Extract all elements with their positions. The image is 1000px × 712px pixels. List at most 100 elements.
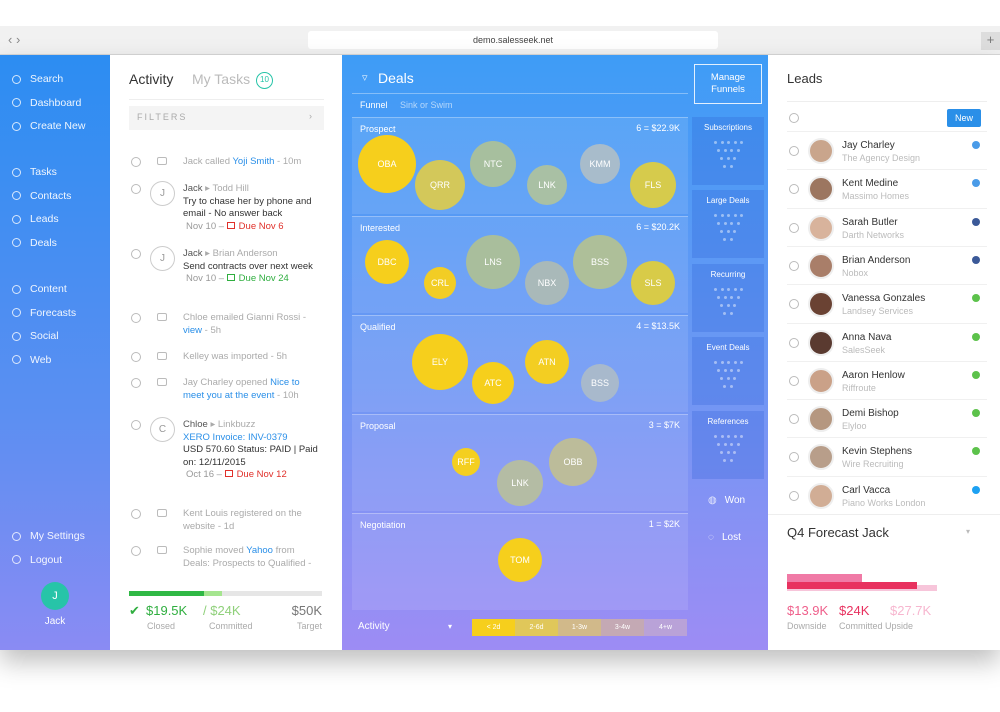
lead-name[interactable]: Sarah Butler bbox=[842, 216, 898, 228]
nav-item[interactable]: Create New bbox=[12, 120, 85, 132]
outcome[interactable]: ◍ Won bbox=[708, 495, 745, 506]
deal-bubble[interactable]: OBA bbox=[358, 135, 416, 193]
lead-row[interactable]: Aaron Henlow Riffroute bbox=[787, 360, 987, 399]
manage-funnels[interactable]: Manage Funnels bbox=[694, 64, 762, 104]
deal-bubble[interactable]: RFF bbox=[452, 448, 480, 476]
funnel-box[interactable]: References bbox=[692, 410, 764, 479]
user-avatar[interactable]: J bbox=[41, 582, 69, 610]
activity-link[interactable]: Yoji Smith bbox=[232, 156, 275, 167]
nav-item[interactable]: My Settings bbox=[12, 530, 85, 542]
deal-bubble[interactable]: SLS bbox=[631, 261, 675, 305]
nav-item[interactable]: Web bbox=[12, 354, 51, 366]
lead-row[interactable]: Brian Anderson Nobox bbox=[787, 245, 987, 284]
nav-item[interactable]: Social bbox=[12, 330, 59, 342]
check-circle[interactable] bbox=[131, 352, 141, 362]
nav-item[interactable]: Logout bbox=[12, 554, 62, 566]
deal-bubble[interactable]: OBB bbox=[549, 438, 597, 486]
social-icon[interactable] bbox=[972, 332, 980, 341]
nav-item[interactable]: Tasks bbox=[12, 166, 57, 178]
check-circle[interactable] bbox=[789, 146, 799, 156]
tab-my-tasks[interactable]: My Tasks bbox=[192, 71, 251, 87]
new-tab[interactable]: + bbox=[981, 32, 1000, 50]
check-circle[interactable] bbox=[131, 249, 141, 259]
check-circle[interactable] bbox=[789, 375, 799, 386]
deal-bubble[interactable]: ELY bbox=[412, 334, 468, 390]
nav-item[interactable]: Contacts bbox=[12, 190, 71, 202]
funnel-box[interactable]: Subscriptions bbox=[692, 117, 764, 185]
check-circle[interactable] bbox=[789, 260, 799, 271]
activity-link[interactable]: Nice to meet you at the event bbox=[183, 377, 300, 401]
deal-bubble[interactable]: KMM bbox=[580, 144, 620, 184]
back-button[interactable]: ‹ › bbox=[8, 32, 21, 47]
check-circle[interactable] bbox=[131, 378, 141, 388]
deal-bubble[interactable]: DBC bbox=[365, 240, 409, 284]
social-icon[interactable] bbox=[972, 294, 980, 303]
deal-bubble[interactable]: NBX bbox=[525, 261, 569, 305]
social-icon[interactable] bbox=[972, 255, 980, 264]
check-circle[interactable] bbox=[131, 509, 141, 519]
check-circle[interactable] bbox=[789, 337, 799, 348]
view-funnel[interactable]: Funnel bbox=[360, 100, 388, 110]
lead-row[interactable]: Carl Vacca Piano Works London bbox=[787, 475, 987, 514]
social-icon[interactable] bbox=[972, 217, 980, 226]
check-circle[interactable] bbox=[131, 313, 141, 323]
nav-item[interactable]: Deals bbox=[12, 237, 57, 249]
check-circle[interactable] bbox=[789, 414, 799, 425]
address-bar[interactable]: demo.salesseek.net bbox=[308, 31, 718, 49]
lead-name[interactable]: Kevin Stephens bbox=[842, 446, 913, 458]
check-circle[interactable] bbox=[789, 490, 799, 501]
activity-link[interactable]: view bbox=[183, 324, 203, 336]
lead-name[interactable]: Jay Charley bbox=[842, 140, 895, 151]
deal-bubble[interactable]: LNK bbox=[497, 460, 543, 506]
nav-item[interactable]: Content bbox=[12, 283, 67, 295]
lead-row[interactable]: Vanessa Gonzales Landsey Services bbox=[787, 284, 987, 322]
funnel-box[interactable]: Large Deals bbox=[692, 190, 764, 259]
select-all[interactable] bbox=[789, 113, 799, 123]
check-circle[interactable] bbox=[131, 420, 141, 430]
deal-bubble[interactable]: ATC bbox=[472, 362, 514, 404]
deal-bubble[interactable]: BSS bbox=[573, 235, 627, 289]
check-circle[interactable] bbox=[789, 184, 799, 195]
social-icon[interactable] bbox=[972, 409, 980, 418]
new-button[interactable]: New bbox=[947, 109, 981, 127]
deal-bubble[interactable]: FLS bbox=[630, 162, 676, 208]
deal-bubble[interactable]: NTC bbox=[470, 141, 516, 187]
lead-row[interactable]: Sarah Butler Darth Networks bbox=[787, 207, 987, 246]
nav-item[interactable]: Leads bbox=[12, 213, 59, 225]
lead-name[interactable]: Aaron Henlow bbox=[842, 369, 905, 381]
lead-name[interactable]: Carl Vacca bbox=[842, 484, 891, 496]
lead-name[interactable]: Brian Anderson bbox=[842, 254, 911, 266]
lead-row[interactable]: Anna Nava SalesSeek bbox=[787, 322, 987, 361]
filters-bar[interactable]: FILTERS › bbox=[129, 106, 324, 130]
deal-bubble[interactable]: ATN bbox=[525, 340, 569, 384]
social-icon[interactable] bbox=[972, 447, 980, 456]
social-icon[interactable] bbox=[972, 179, 980, 188]
deal-bubble[interactable]: QRR bbox=[415, 160, 465, 210]
social-icon[interactable] bbox=[972, 485, 980, 494]
deal-bubble[interactable]: LNS bbox=[466, 235, 520, 289]
check-circle[interactable] bbox=[789, 299, 799, 310]
social-icon[interactable] bbox=[972, 141, 980, 149]
deal-bubble[interactable]: BSS bbox=[581, 364, 619, 402]
lead-name[interactable]: Vanessa Gonzales bbox=[842, 293, 926, 305]
tab-activity[interactable]: Activity bbox=[129, 71, 174, 87]
deal-bubble[interactable]: LNK bbox=[527, 165, 567, 205]
funnel-box[interactable]: Recurring bbox=[692, 263, 764, 332]
social-icon[interactable] bbox=[972, 370, 980, 379]
activity-link[interactable]: XERO Invoice: INV-0379 bbox=[183, 431, 288, 443]
check-circle[interactable] bbox=[131, 184, 141, 194]
deal-bubble[interactable]: CRL bbox=[424, 267, 456, 299]
lead-name[interactable]: Demi Bishop bbox=[842, 408, 899, 420]
lead-row[interactable]: Kent Medine Massimo Homes bbox=[787, 169, 987, 207]
check-circle[interactable] bbox=[131, 546, 141, 556]
funnel-box[interactable]: Event Deals bbox=[692, 337, 764, 406]
lead-row[interactable]: Jay Charley The Agency Design bbox=[787, 131, 987, 169]
check-circle[interactable] bbox=[789, 452, 799, 463]
view-sink-swim[interactable]: Sink or Swim bbox=[400, 100, 453, 110]
deal-bubble[interactable]: TOM bbox=[498, 538, 542, 582]
check-circle[interactable] bbox=[789, 222, 799, 233]
lead-name[interactable]: Kent Medine bbox=[842, 178, 899, 190]
outcome[interactable]: ◌ Lost bbox=[708, 532, 741, 543]
lead-name[interactable]: Anna Nava bbox=[842, 331, 892, 343]
nav-item[interactable]: Dashboard bbox=[12, 97, 81, 109]
